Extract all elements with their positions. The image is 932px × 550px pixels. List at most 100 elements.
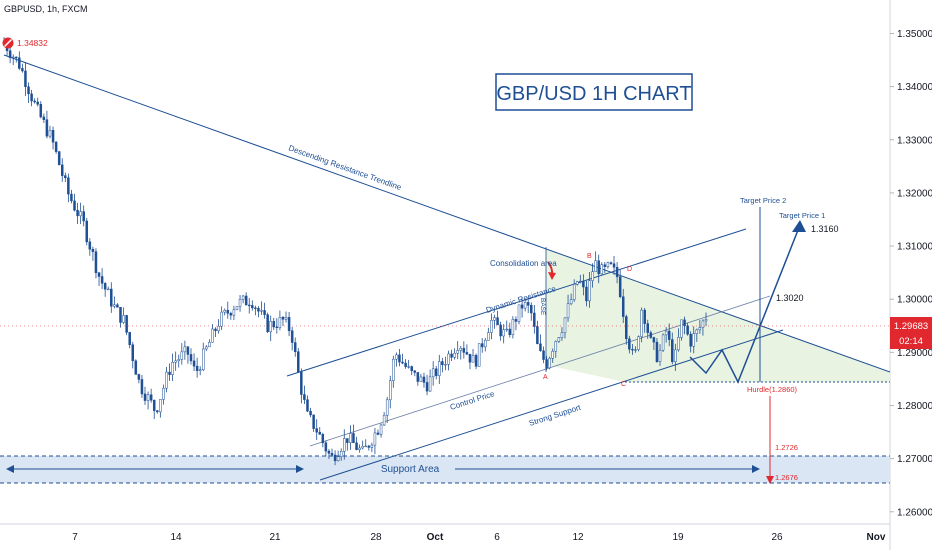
candle-body — [566, 303, 570, 319]
candle-body — [48, 130, 52, 137]
candle-body — [125, 315, 128, 333]
candle-body — [263, 310, 266, 315]
candle-body — [140, 379, 144, 395]
candle-body — [15, 56, 18, 59]
candle-body — [186, 346, 190, 355]
candle-body — [640, 309, 643, 337]
candle-body — [217, 325, 220, 331]
candle-body — [404, 362, 407, 367]
candle-body — [551, 350, 554, 359]
candle-body — [174, 360, 177, 363]
candle-body — [379, 424, 383, 435]
candle-body — [523, 302, 527, 309]
projection-arrowhead — [792, 220, 806, 232]
candle-body — [281, 316, 285, 320]
candle-body — [266, 314, 269, 333]
candle-body — [545, 359, 548, 369]
candle-body — [343, 438, 346, 452]
candle-body — [229, 313, 233, 316]
y-tick-label: 1.35000 — [897, 29, 932, 40]
candle-body — [514, 319, 518, 322]
candle-body — [542, 350, 545, 360]
consolidation-arrowhead — [548, 272, 556, 280]
candle-body — [609, 262, 613, 265]
candle-body — [177, 359, 180, 362]
candle-body — [677, 337, 680, 351]
candle-body — [94, 251, 98, 273]
candle-body — [465, 352, 469, 355]
candle-body — [487, 332, 490, 341]
candle-body — [76, 209, 79, 217]
candle-body — [64, 175, 67, 179]
candle-body — [220, 311, 223, 327]
current-price-badge[interactable] — [890, 317, 932, 349]
candle-body — [615, 266, 619, 278]
candle-body — [131, 344, 135, 362]
candle-body — [431, 368, 435, 378]
candle-body — [211, 328, 214, 343]
candle-body — [585, 286, 588, 302]
candle-body — [297, 351, 300, 373]
candle-body — [361, 446, 364, 449]
consolidation-area-label: Consolidation area — [490, 259, 557, 268]
candle-body — [548, 358, 551, 369]
candle-body — [42, 116, 46, 120]
y-tick-label: 1.34000 — [897, 82, 932, 93]
time-axis-ticks: 7 14 21 28 Oct 6 12 19 26 Nov — [72, 532, 886, 543]
candle-body — [597, 260, 600, 275]
y-tick-label: 1.33000 — [897, 135, 932, 146]
candle-body — [244, 295, 248, 306]
candle-body — [214, 328, 217, 331]
candle-body — [612, 263, 616, 268]
support-arrow-left-head-r — [296, 465, 304, 473]
candle-body — [367, 445, 371, 448]
candle-body — [159, 399, 162, 413]
price-axis-ticks: 1.35000 1.34000 1.33000 1.32000 1.31000 1.300… — [890, 29, 932, 518]
candle-body — [318, 431, 321, 435]
candle-body — [195, 365, 199, 371]
candle-body — [168, 371, 171, 375]
candle-body — [376, 432, 380, 435]
candle-body — [254, 307, 257, 309]
candle-body — [208, 341, 211, 348]
candle-body — [413, 370, 417, 373]
candle-body — [579, 280, 582, 283]
candle-body — [272, 321, 276, 328]
point-d-label: D — [627, 266, 632, 273]
candle-body — [300, 371, 303, 395]
candle-body — [557, 337, 561, 342]
base-label: BASE — [539, 298, 546, 316]
candle-body — [628, 338, 631, 350]
x-tick-label: 21 — [269, 532, 281, 543]
point-b-label: B — [587, 253, 592, 260]
candle-body — [113, 304, 116, 307]
candle-body — [407, 366, 410, 368]
y-tick-label: 1.31000 — [897, 242, 932, 253]
candle-body — [128, 332, 131, 345]
candle-body — [428, 376, 432, 392]
y-tick-label: 1.30000 — [897, 295, 932, 306]
candle-body — [441, 361, 444, 366]
candle-body — [652, 337, 656, 343]
candle-body — [658, 349, 662, 362]
candle-body — [134, 360, 138, 375]
candle-body — [257, 308, 260, 312]
candle-body — [79, 211, 82, 217]
candle-body — [364, 445, 367, 448]
candle-body — [493, 317, 496, 321]
x-tick-label: 19 — [672, 532, 684, 543]
candle-body — [327, 450, 331, 454]
candle-body — [477, 343, 481, 367]
candle-body — [333, 454, 337, 461]
candle-body — [73, 200, 76, 211]
candle-body — [591, 271, 594, 281]
x-tick-label: Oct — [427, 532, 444, 543]
candle-body — [180, 351, 184, 360]
candle-body — [67, 177, 70, 195]
candle-body — [373, 432, 377, 446]
candle-body — [287, 317, 291, 331]
candle-body — [21, 68, 24, 72]
candle-body — [70, 193, 73, 202]
candle-body — [235, 306, 239, 310]
